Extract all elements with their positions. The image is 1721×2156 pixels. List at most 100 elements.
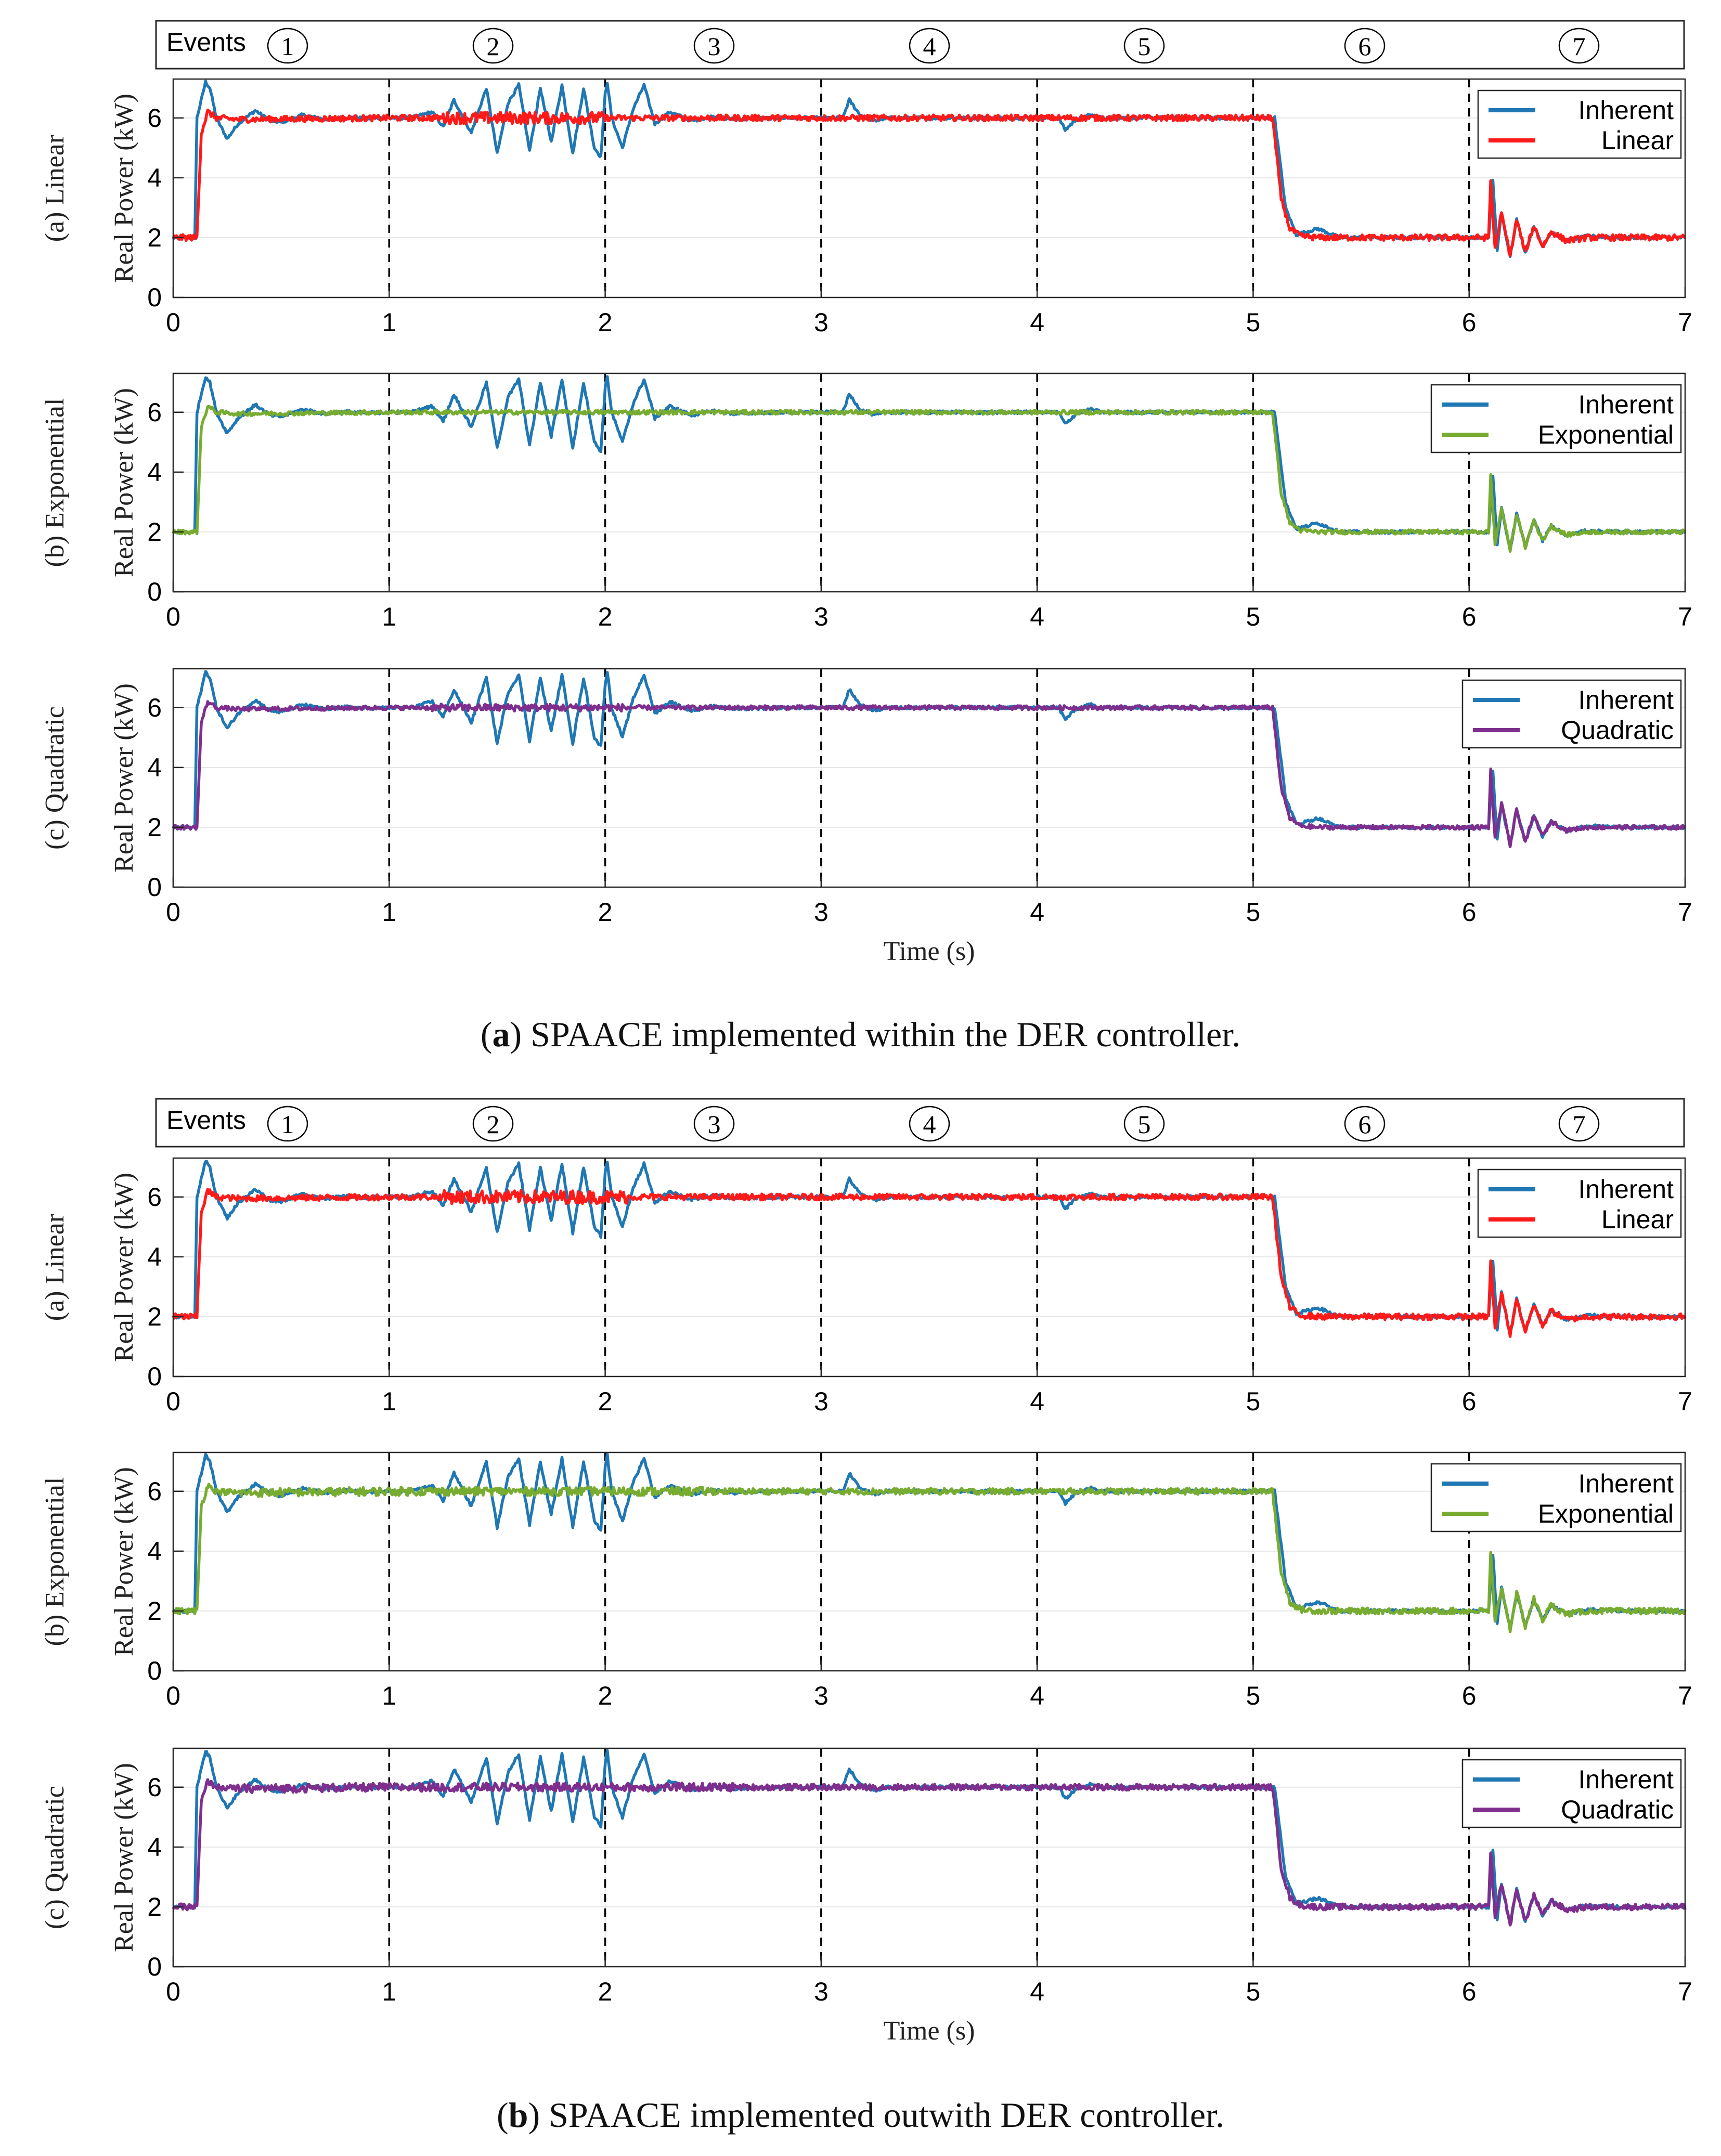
x-tick-label: 7	[1678, 898, 1692, 927]
legend-label: Quadratic	[1561, 716, 1674, 745]
y-tick-label: 4	[147, 163, 162, 192]
y-tick-label: 4	[147, 1537, 162, 1566]
panel-title: (b) Exponential	[40, 398, 70, 567]
x-tick-label: 0	[166, 308, 180, 337]
series-line-linear	[172, 1188, 1687, 1338]
x-tick-label: 1	[382, 602, 396, 631]
axes-frame	[172, 668, 1686, 888]
y-tick-label: 0	[147, 1952, 162, 1981]
event-marker-circle	[909, 1106, 950, 1142]
series-line-exponential	[172, 405, 1686, 553]
x-axis-label: Time (s)	[884, 937, 975, 966]
y-tick-label: 6	[147, 693, 162, 722]
y-tick-label: 4	[147, 458, 162, 487]
chart-panel-2: 0 1 2 3 4 5 6 7 0 2 4 6 Real Power (kW) (c) Quadratic…	[40, 668, 1692, 966]
x-tick-label: 2	[598, 1977, 613, 2006]
x-tick-label: 3	[814, 1387, 829, 1416]
x-tick-label: 6	[1462, 602, 1477, 631]
x-tick-label: 6	[1462, 898, 1477, 927]
x-tick-label: 2	[598, 308, 613, 337]
event-marker-number: 7	[1573, 1110, 1586, 1139]
series-line-quadratic	[172, 1778, 1687, 1927]
chart-panel-3: 0 1 2 3 4 5 6 7 0 2 4 6 Real Power (kW) (a) Linear Inh…	[40, 1157, 1692, 1416]
x-tick-label: 4	[1030, 898, 1044, 927]
axes-frame	[172, 1157, 1686, 1378]
x-tick-label: 0	[166, 898, 180, 927]
caption-a-letter: a	[492, 1015, 510, 1054]
x-tick-label: 3	[814, 1977, 829, 2006]
event-marker-circle	[267, 28, 308, 64]
plot-area	[173, 669, 1685, 887]
events-label: Events	[166, 28, 246, 57]
x-tick-label: 7	[1678, 308, 1692, 337]
x-tick-label: 7	[1678, 1681, 1692, 1710]
x-tick-label: 3	[814, 898, 829, 927]
x-tick-label: 3	[814, 602, 829, 631]
legend-label: Inherent	[1578, 685, 1674, 715]
y-tick-label: 6	[147, 398, 162, 427]
event-marker-circle	[1123, 28, 1165, 64]
axes-frame	[172, 372, 1686, 593]
panel-title: (b) Exponential	[40, 1477, 70, 1646]
x-tick-label: 7	[1678, 602, 1692, 631]
y-tick-label: 4	[147, 1242, 162, 1271]
x-tick-label: 0	[166, 602, 180, 631]
series-line-quadratic	[172, 700, 1686, 848]
legend-box	[1477, 89, 1682, 159]
x-tick-label: 6	[1462, 308, 1477, 337]
legend-label: Inherent	[1578, 1469, 1674, 1498]
x-tick-label: 6	[1462, 1387, 1477, 1416]
panel-title: (c) Quadratic	[40, 1786, 70, 1929]
x-tick-label: 5	[1246, 308, 1261, 337]
event-marker-number: 2	[487, 1110, 500, 1139]
x-tick-label: 6	[1462, 1681, 1477, 1710]
y-tick-label: 4	[147, 1833, 162, 1862]
caption-b: (b) SPAACE implemented outwith DER contr…	[496, 2095, 1224, 2135]
x-tick-label: 5	[1246, 602, 1261, 631]
event-marker-number: 1	[281, 1110, 294, 1139]
series-line-inherent	[172, 670, 1687, 846]
event-marker-number: 7	[1573, 32, 1586, 61]
event-marker-number: 1	[281, 32, 294, 61]
x-tick-label: 0	[166, 1977, 180, 2006]
event-marker-circle	[472, 28, 514, 64]
panel-title: (a) Linear	[40, 135, 70, 242]
event-marker-circle	[1558, 28, 1600, 64]
events-box-0: Events 1 2 3 4 5 6 7	[155, 20, 1685, 70]
events-box-1: Events 1 2 3 4 5 6 7	[155, 1098, 1685, 1148]
legend-label: Quadratic	[1561, 1795, 1674, 1824]
panel-title: (a) Linear	[40, 1214, 70, 1321]
x-tick-label: 1	[382, 898, 396, 927]
x-tick-label: 2	[598, 1387, 613, 1416]
legend-label: Inherent	[1578, 1175, 1674, 1204]
x-tick-label: 2	[598, 898, 613, 927]
event-marker-number: 6	[1358, 32, 1371, 61]
x-tick-label: 7	[1678, 1977, 1692, 2006]
legend-box	[1461, 679, 1682, 749]
y-axis-label: Real Power (kW)	[109, 1173, 139, 1362]
legend-box	[1477, 1168, 1682, 1238]
x-tick-label: 2	[598, 1681, 613, 1710]
legend-label: Inherent	[1578, 96, 1674, 125]
y-tick-label: 2	[147, 1302, 162, 1331]
legend-label: Exponential	[1538, 1499, 1674, 1528]
legend-label: Inherent	[1578, 390, 1674, 419]
y-axis-label: Real Power (kW)	[109, 683, 139, 873]
series-line-exponential	[172, 1483, 1687, 1633]
axes-frame	[172, 1747, 1686, 1968]
y-tick-label: 0	[147, 577, 162, 606]
x-tick-label: 1	[382, 308, 396, 337]
y-tick-label: 2	[147, 223, 162, 252]
chart-panel-1: 0 1 2 3 4 5 6 7 0 2 4 6 Real Power (kW) (b) Exponenti…	[40, 372, 1692, 631]
event-marker-circle	[693, 1106, 735, 1142]
y-tick-label: 4	[147, 753, 162, 782]
event-marker-number: 3	[708, 1110, 721, 1139]
event-marker-circle	[267, 1106, 308, 1142]
event-marker-circle	[909, 28, 950, 64]
event-marker-circle	[1558, 1106, 1600, 1142]
x-tick-label: 4	[1030, 308, 1044, 337]
plot-area	[173, 1748, 1685, 1967]
y-tick-label: 0	[147, 1656, 162, 1685]
panel-title: (c) Quadratic	[40, 706, 70, 850]
event-marker-circle	[693, 28, 735, 64]
